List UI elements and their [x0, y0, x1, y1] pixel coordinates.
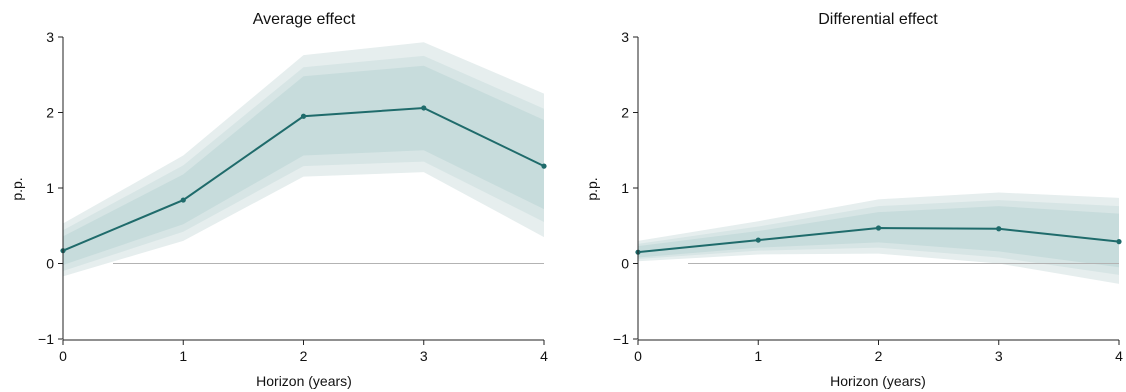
x-tick-label: 4: [540, 348, 548, 364]
x-tick-label: 1: [179, 348, 187, 364]
y-tick-label: 3: [621, 29, 629, 45]
plot-area: [635, 192, 1122, 284]
data-point: [1116, 239, 1122, 245]
data-point: [755, 237, 761, 243]
x-axis-label: Horizon (years): [256, 373, 352, 389]
x-tick-label: 4: [1115, 348, 1123, 364]
x-tick-label: 2: [875, 348, 883, 364]
x-tick-label: 3: [995, 348, 1003, 364]
panel-average-effect: Average effect p.p. Horizon (years) −1 0 1…: [9, 11, 548, 389]
y-tick-label: 2: [621, 105, 629, 121]
x-tick-label: 0: [634, 348, 642, 364]
y-tick-label: 1: [621, 180, 629, 196]
data-point: [300, 113, 307, 119]
y-axis-label: p.p.: [9, 177, 25, 200]
x-tick-label: 0: [59, 348, 67, 364]
data-point: [180, 197, 186, 203]
y-tick-label: −1: [613, 331, 629, 347]
axes: −1 0 1 2 3 0 1 2 3 4: [38, 29, 548, 364]
y-tick-label: 3: [46, 29, 54, 45]
data-point: [875, 225, 882, 231]
panel-differential-effect: Differential effect p.p. Horizon (years)…: [584, 11, 1123, 389]
y-tick-label: 0: [46, 256, 54, 272]
chart-title: Differential effect: [818, 11, 938, 28]
x-tick-label: 2: [300, 348, 308, 364]
confidence-band-3: [63, 65, 544, 266]
y-axis-label: p.p.: [584, 177, 600, 200]
x-tick-label: 1: [754, 348, 762, 364]
axes: −1 0 1 2 3 0 1 2 3 4: [613, 29, 1123, 364]
x-axis-label: Horizon (years): [830, 373, 926, 389]
plot-area: [60, 42, 547, 277]
y-tick-label: 1: [46, 180, 54, 196]
x-tick-label: 3: [420, 348, 428, 364]
y-tick-label: −1: [38, 331, 54, 347]
data-point: [541, 163, 547, 169]
data-point: [421, 105, 427, 111]
confidence-band-3: [638, 206, 1119, 268]
y-tick-label: 0: [621, 256, 629, 272]
chart-title: Average effect: [253, 11, 356, 28]
data-point: [996, 226, 1002, 232]
y-tick-label: 2: [46, 105, 54, 121]
